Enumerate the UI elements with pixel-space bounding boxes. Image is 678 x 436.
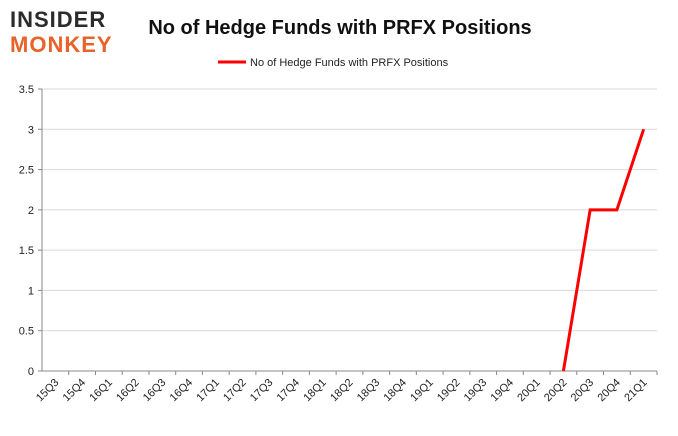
y-tick-label: 2 (28, 205, 34, 217)
line (561, 128, 646, 372)
y-tick-label: 3.5 (19, 84, 34, 96)
y-tick-label: 0.5 (19, 326, 34, 338)
logo-bottom: MONKEY (10, 32, 113, 57)
chart-title: No of Hedge Funds with PRFX Positions (148, 17, 531, 39)
y-tick-label: 2.5 (19, 165, 34, 177)
logo-top: INSIDER (10, 7, 106, 32)
legend-label: No of Hedge Funds with PRFX Positions (250, 57, 449, 69)
y-tick-label: 3 (28, 124, 34, 136)
y-tick-label: 1 (28, 285, 34, 297)
y-tick-label: 1.5 (19, 245, 34, 257)
y-tick-label: 0 (28, 366, 34, 378)
